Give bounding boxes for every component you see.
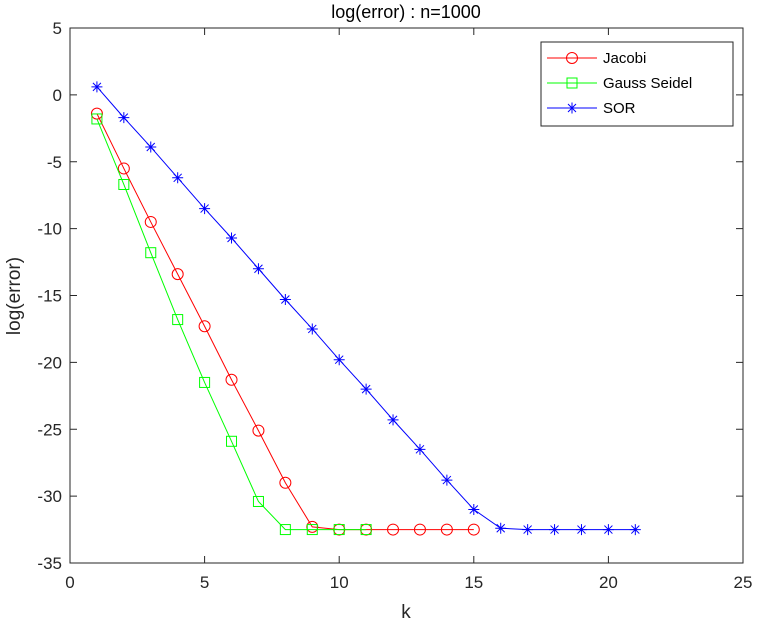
- data-point-jacobi-4: [198, 320, 211, 333]
- data-point-gauss-seidel-1: [118, 178, 130, 190]
- data-point-sor-2: [145, 141, 157, 153]
- data-point-sor-10: [360, 383, 372, 395]
- data-point-jacobi-13: [440, 523, 453, 536]
- data-point-jacobi-14: [467, 523, 480, 536]
- y-tick-label-6: -25: [37, 420, 62, 439]
- x-tick-label-5: 25: [734, 573, 753, 592]
- data-point-jacobi-11: [387, 523, 400, 536]
- data-point-gauss-seidel-6: [252, 495, 264, 507]
- data-point-sor-18: [575, 524, 587, 536]
- data-point-jacobi-6: [252, 424, 265, 437]
- data-point-sor-20: [629, 524, 641, 536]
- chart-title: log(error) : n=1000: [331, 2, 481, 22]
- data-point-gauss-seidel-2: [145, 247, 157, 259]
- data-point-gauss-seidel-3: [172, 314, 184, 326]
- data-point-sor-5: [226, 232, 238, 244]
- data-point-gauss-seidel-10: [360, 524, 372, 536]
- data-point-sor-8: [306, 323, 318, 335]
- series-line-gauss-seidel: [96, 118, 367, 531]
- x-tick-label-4: 20: [599, 573, 618, 592]
- data-point-gauss-seidel-9: [333, 524, 345, 536]
- data-point-sor-19: [602, 524, 614, 536]
- y-tick-label-5: -20: [37, 353, 62, 372]
- y-tick-label-7: -30: [37, 487, 62, 506]
- data-point-jacobi-7: [279, 476, 292, 489]
- x-tick-label-3: 15: [464, 573, 483, 592]
- legend-box: [540, 41, 734, 127]
- data-point-sor-6: [252, 263, 264, 275]
- legend-marker-gauss-seidel: [566, 77, 578, 89]
- y-tick-label-4: -15: [37, 287, 62, 306]
- legend-marker-sor: [566, 102, 578, 114]
- data-point-jacobi-1: [117, 162, 130, 175]
- data-point-jacobi-12: [413, 523, 426, 536]
- data-point-sor-0: [91, 81, 103, 93]
- data-point-sor-11: [387, 414, 399, 426]
- x-tick-label-2: 10: [330, 573, 349, 592]
- data-point-sor-3: [172, 172, 184, 184]
- y-axis-title: log(error): [4, 257, 25, 335]
- data-point-sor-9: [333, 354, 345, 366]
- data-point-sor-13: [441, 474, 453, 486]
- x-tick-label-0: 0: [65, 573, 74, 592]
- y-tick-label-0: 5: [53, 19, 62, 38]
- series-line-jacobi: [96, 113, 474, 531]
- data-point-sor-14: [468, 504, 480, 515]
- legend-label-jacobi: Jacobi: [603, 50, 646, 67]
- data-point-sor-16: [522, 524, 534, 536]
- legend-marker-jacobi: [566, 52, 578, 64]
- legend-label-sor: SOR: [603, 100, 636, 117]
- data-point-gauss-seidel-8: [306, 524, 318, 536]
- y-tick-label-1: 0: [53, 86, 62, 105]
- data-point-sor-15: [495, 522, 507, 534]
- data-point-sor-17: [549, 524, 561, 536]
- data-point-jacobi-5: [225, 373, 238, 386]
- data-point-gauss-seidel-0: [91, 113, 103, 125]
- data-point-gauss-seidel-5: [226, 435, 238, 447]
- data-point-jacobi-3: [171, 268, 184, 281]
- legend-label-gauss-seidel: Gauss Seidel: [603, 75, 692, 92]
- data-point-sor-12: [414, 443, 426, 455]
- data-point-gauss-seidel-7: [279, 524, 291, 536]
- x-axis-title: k: [401, 602, 411, 623]
- y-tick-label-8: -35: [37, 554, 62, 573]
- data-point-sor-1: [118, 112, 130, 124]
- data-point-sor-7: [279, 294, 291, 306]
- x-tick-label-1: 5: [200, 573, 209, 592]
- y-tick-label-3: -10: [37, 220, 62, 239]
- y-tick-label-2: -5: [47, 153, 62, 172]
- data-point-gauss-seidel-4: [199, 376, 211, 388]
- data-point-sor-4: [199, 203, 211, 215]
- data-point-jacobi-2: [144, 215, 157, 228]
